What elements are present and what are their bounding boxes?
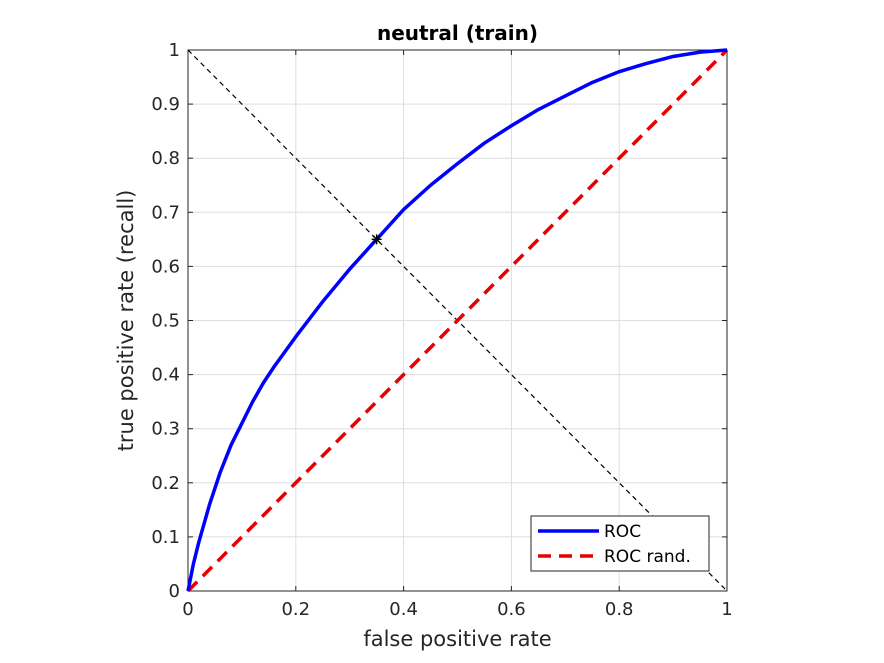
marker-stroke bbox=[372, 235, 381, 244]
x-tick-label: 0.6 bbox=[497, 599, 526, 620]
y-tick-label: 0.3 bbox=[151, 419, 180, 440]
y-tick-label: 0.7 bbox=[151, 202, 180, 223]
y-tick-label: 0.6 bbox=[151, 256, 180, 277]
legend-box bbox=[530, 515, 710, 572]
y-tick-label: 0.4 bbox=[151, 365, 180, 386]
y-tick-label: 0.8 bbox=[151, 148, 180, 169]
legend: ROC ROC rand. bbox=[530, 515, 710, 572]
x-axis-label: false positive rate bbox=[363, 627, 551, 651]
chart-title: neutral (train) bbox=[377, 21, 538, 45]
series-roc-rand-line bbox=[186, 48, 729, 593]
series-layer bbox=[186, 48, 729, 593]
x-tick-label: 0 bbox=[182, 599, 193, 620]
y-tick-label: 0.2 bbox=[151, 473, 180, 494]
y-axis-label: true positive rate (recall) bbox=[114, 190, 138, 452]
x-tick-label: 0.2 bbox=[281, 599, 310, 620]
legend-label-roc: ROC bbox=[604, 522, 641, 542]
x-tick-label: 0.4 bbox=[389, 599, 418, 620]
y-tick-label: 0.5 bbox=[151, 311, 180, 332]
operating-point-marker bbox=[371, 234, 382, 245]
y-tick-label: 1 bbox=[169, 40, 180, 61]
x-tick-label: 1 bbox=[721, 599, 732, 620]
legend-label-roc-rand: ROC rand. bbox=[604, 547, 691, 567]
y-tick-label: 0.9 bbox=[151, 94, 180, 115]
x-tick-label: 0.8 bbox=[605, 599, 634, 620]
y-tick-label: 0.1 bbox=[151, 527, 180, 548]
axis-ticks: 0 0.2 0.4 0.6 0.8 1 0 0.1 0.2 0.3 0.4 0.5 0.6 0.7 0.8 0… bbox=[151, 40, 732, 620]
y-tick-label: 0 bbox=[169, 581, 180, 602]
